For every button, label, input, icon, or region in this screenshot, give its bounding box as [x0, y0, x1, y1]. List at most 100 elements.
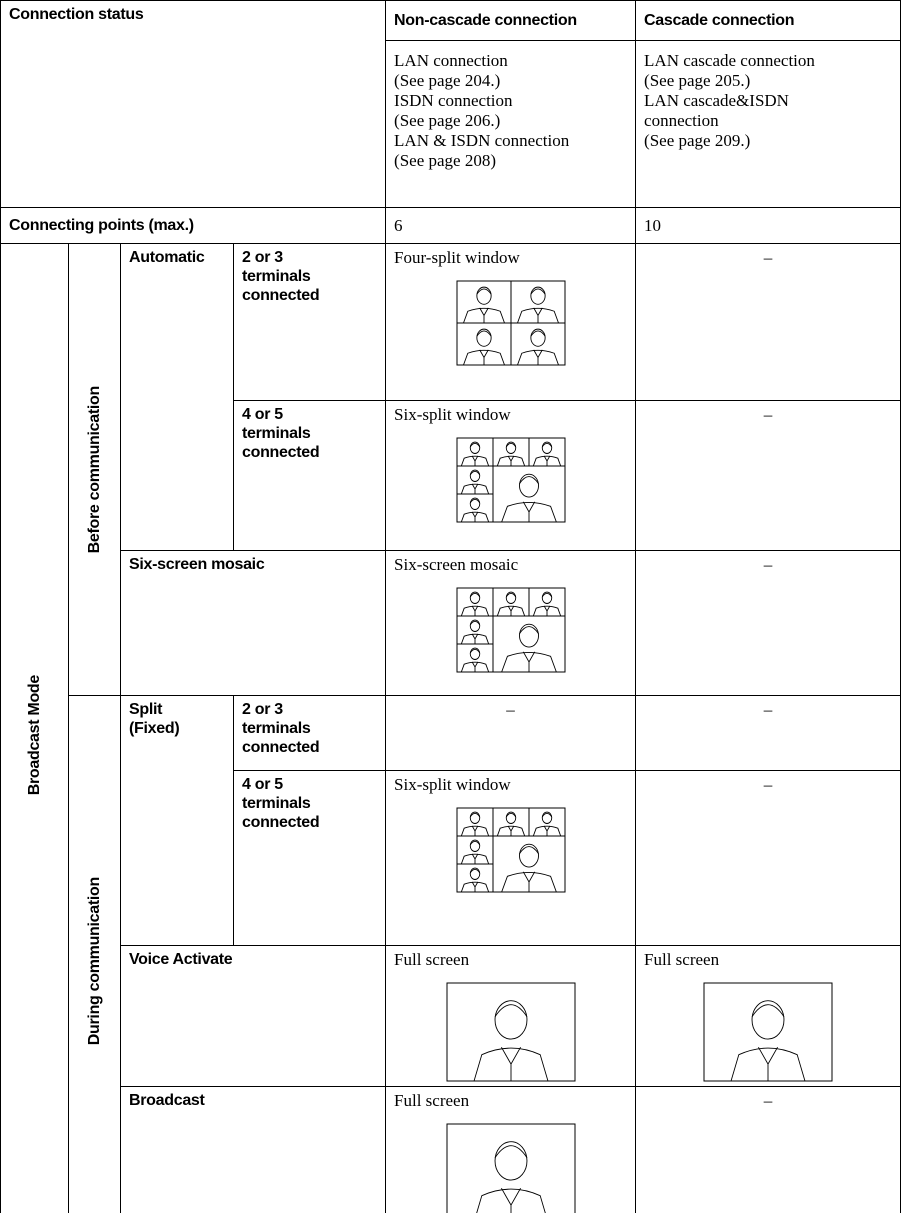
- cell-text: Full screen: [394, 950, 470, 969]
- collar: [532, 307, 543, 323]
- cell-text: –: [763, 1091, 773, 1110]
- cell-text: –: [763, 700, 773, 719]
- hair: [518, 846, 539, 854]
- setting-text: Broadcast: [129, 1092, 205, 1109]
- head: [518, 623, 539, 648]
- condition-text: 4 or 5 terminals connected: [242, 776, 320, 831]
- screen-drawing: [703, 982, 833, 1082]
- setting-cell: Voice Activate: [119, 945, 387, 1087]
- mode-label: Broadcast Mode: [26, 675, 43, 796]
- list-line: (See page 209.): [644, 131, 751, 150]
- shoulders: [460, 605, 489, 617]
- row-label: Connecting points (max.): [0, 207, 387, 244]
- collar: [471, 633, 478, 644]
- hair: [530, 330, 546, 337]
- screen-illustration: [394, 437, 627, 523]
- screen-group: [456, 587, 566, 673]
- head: [518, 843, 539, 868]
- screen-drawing: [456, 437, 566, 523]
- cell-text: –: [763, 555, 773, 574]
- screen-group: [446, 982, 576, 1082]
- screen-drawing: [456, 280, 566, 366]
- header-text: Non-cascade connection: [394, 12, 577, 29]
- phase-cell: Before communication: [68, 243, 121, 696]
- screen-drawing: [456, 807, 566, 893]
- shoulders: [496, 605, 525, 617]
- hair: [541, 442, 552, 448]
- shoulders: [460, 853, 489, 865]
- cell-text: Full screen: [394, 1091, 470, 1110]
- collar: [522, 871, 535, 892]
- hair: [476, 330, 492, 337]
- collar: [478, 307, 489, 323]
- shoulders: [460, 455, 489, 467]
- cell-text: Six-screen mosaic: [394, 555, 519, 574]
- cell-text: 10: [644, 215, 662, 235]
- list-line: LAN cascade connection: [644, 51, 815, 70]
- hair: [469, 620, 480, 626]
- collar: [471, 511, 478, 522]
- screen-illustration: [394, 1123, 627, 1213]
- hair: [469, 592, 480, 598]
- head: [751, 1000, 785, 1040]
- head: [529, 328, 546, 347]
- hair: [505, 442, 516, 448]
- setting-cell: Broadcast: [119, 1086, 387, 1213]
- list-line: (See page 206.): [394, 111, 501, 130]
- hair: [469, 442, 480, 448]
- screen-drawing: [456, 587, 566, 673]
- head: [494, 1000, 527, 1040]
- hair: [530, 288, 546, 295]
- setting-text: Six-screen mosaic: [129, 556, 265, 573]
- condition-cell: 4 or 5 terminals connected: [232, 400, 387, 551]
- phase-label: Before communication: [86, 385, 103, 554]
- shoulders: [500, 501, 557, 523]
- header-cell: Cascade connection: [635, 0, 901, 41]
- shoulders: [500, 871, 557, 893]
- shoulders: [462, 307, 505, 324]
- setting-text: Automatic: [129, 249, 205, 266]
- collar: [478, 349, 489, 365]
- head: [494, 1141, 527, 1181]
- cell-text: –: [763, 248, 773, 267]
- hair: [751, 1004, 785, 1017]
- cell: Six-split window: [385, 770, 637, 946]
- cell: Six-split window: [385, 400, 637, 551]
- shoulders: [532, 825, 561, 837]
- row-label-text: Connecting points (max.): [9, 217, 194, 234]
- hair: [469, 840, 480, 846]
- hair: [469, 648, 480, 654]
- list-line: connection: [644, 111, 719, 130]
- hair: [518, 626, 539, 634]
- cell-text: –: [506, 700, 515, 719]
- cell: –: [635, 550, 901, 696]
- shoulders: [475, 1188, 546, 1213]
- cell: –: [385, 695, 637, 771]
- screen-illustration: [644, 982, 892, 1082]
- screen-group: [456, 437, 566, 523]
- head: [469, 441, 480, 454]
- head: [469, 619, 480, 632]
- cell: –: [635, 243, 901, 401]
- shoulders: [473, 1047, 548, 1082]
- collar: [522, 501, 535, 522]
- setting-text: Voice Activate: [129, 951, 233, 968]
- collar: [500, 1046, 521, 1081]
- screen-drawing: [446, 1123, 576, 1213]
- collar: [507, 605, 514, 616]
- head: [469, 647, 480, 660]
- collar: [522, 651, 535, 672]
- head: [475, 328, 492, 347]
- cell-text: Six-split window: [394, 775, 511, 794]
- header-cell: Non-cascade connection: [385, 0, 637, 41]
- head: [469, 497, 480, 510]
- cell-text: –: [763, 405, 773, 424]
- cell: Full screen: [385, 945, 637, 1087]
- list-line: LAN connection: [394, 51, 508, 70]
- head: [475, 286, 492, 305]
- cell-text: 6: [394, 215, 403, 235]
- list-line: (See page 205.): [644, 71, 751, 90]
- cell: –: [635, 1086, 901, 1213]
- shoulders: [516, 349, 559, 366]
- collar: [543, 455, 550, 466]
